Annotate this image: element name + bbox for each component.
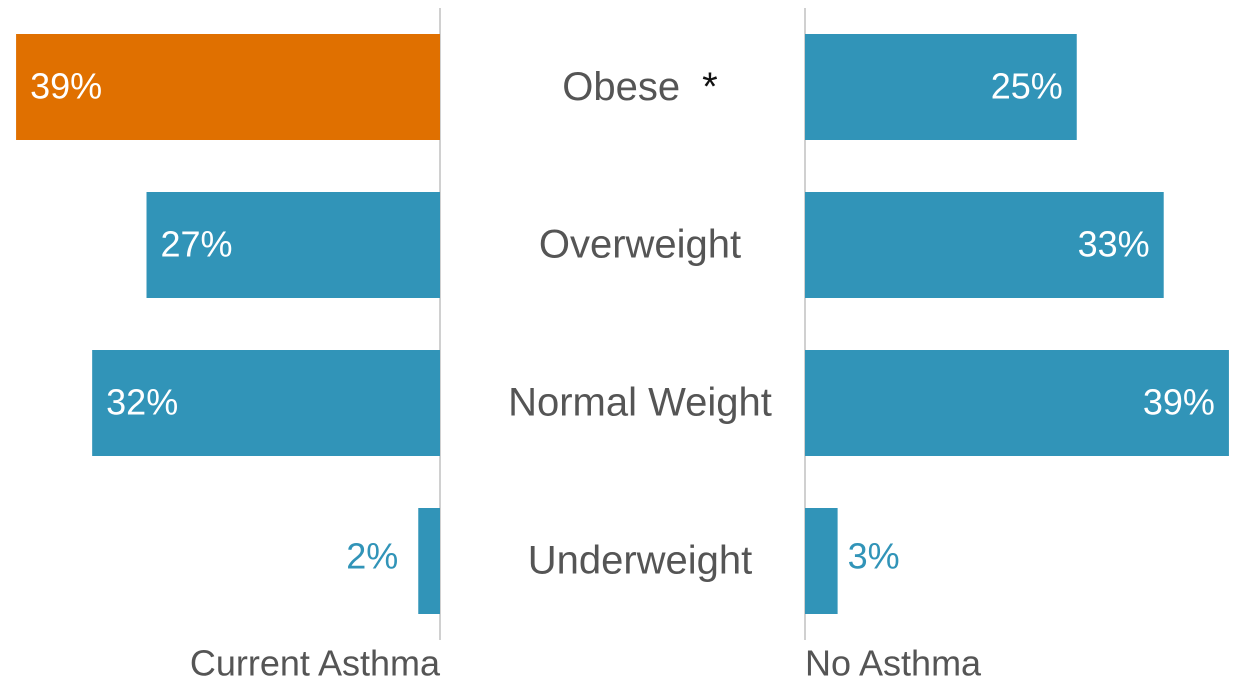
category-text: Obese	[562, 65, 680, 109]
bar	[92, 350, 440, 456]
value-label: 32%	[106, 382, 178, 423]
bar	[418, 508, 440, 614]
series-title: Current Asthma	[190, 643, 441, 684]
value-label: 39%	[30, 66, 102, 107]
value-label: 25%	[991, 66, 1063, 107]
bar	[146, 192, 440, 298]
value-label: 2%	[346, 536, 398, 577]
category-label: Underweight	[528, 539, 753, 583]
bar	[805, 192, 1164, 298]
value-label: 27%	[161, 224, 233, 265]
category-label: Obese *	[562, 65, 717, 109]
bar	[805, 34, 1077, 140]
category-label: Normal Weight	[508, 381, 772, 425]
annotation: *	[702, 65, 718, 109]
bar	[16, 34, 440, 140]
value-label: 3%	[848, 536, 900, 577]
value-label: 33%	[1078, 224, 1150, 265]
bar	[805, 350, 1229, 456]
bar	[805, 508, 838, 614]
category-label: Overweight	[539, 223, 741, 267]
value-label: 39%	[1143, 382, 1215, 423]
series-title: No Asthma	[805, 643, 982, 684]
